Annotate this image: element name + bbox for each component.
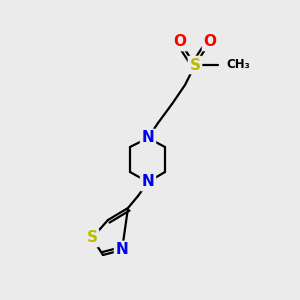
Text: O: O [203, 34, 217, 50]
Text: N: N [142, 130, 154, 146]
Text: S: S [190, 58, 200, 73]
Text: S: S [86, 230, 98, 245]
Text: N: N [142, 175, 154, 190]
Text: O: O [173, 34, 187, 50]
Text: CH₃: CH₃ [226, 58, 250, 71]
Text: N: N [116, 242, 128, 257]
